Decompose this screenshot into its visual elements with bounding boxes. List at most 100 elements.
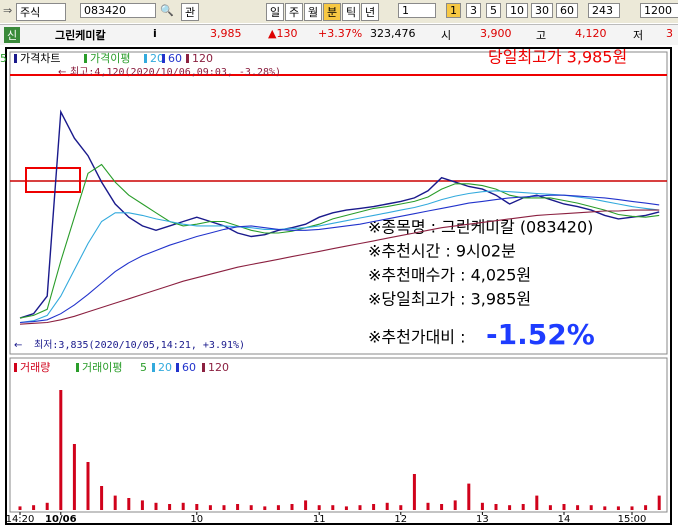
volume-bar <box>562 504 566 510</box>
info-line: ※추천시간 : 9시02분 <box>368 242 516 261</box>
volume-bar <box>630 506 634 510</box>
related-button[interactable]: 관 <box>181 3 200 21</box>
legend-label: 120 <box>208 361 229 374</box>
volume-bar <box>222 505 226 510</box>
legend-label: 60 <box>182 361 196 374</box>
period-button[interactable]: 년 <box>361 3 380 21</box>
legend-swatch <box>202 363 205 372</box>
volume-bar <box>508 505 512 510</box>
volume-bar <box>154 502 158 510</box>
legend-swatch <box>144 54 147 63</box>
low-arrow: ← <box>14 340 22 351</box>
legend-label: 5 <box>0 52 7 65</box>
change: ▲130 <box>268 27 298 40</box>
max-count[interactable]: 1200 <box>640 3 678 18</box>
info-line: ※종목명 : 그린케미칼 (083420) <box>368 218 593 237</box>
legend-swatch <box>152 363 155 372</box>
legend-swatch <box>186 54 189 63</box>
interval-button[interactable]: 1 <box>446 3 461 18</box>
period-button[interactable]: 분 <box>323 3 342 21</box>
legend-label: 20 <box>150 52 164 65</box>
info-line: ※추천가대비 : <box>368 328 465 347</box>
legend-label: 20 <box>158 361 172 374</box>
volume-bar <box>440 504 444 510</box>
x-tick-label: 11 <box>313 514 326 525</box>
toolbar: ⇒ 주식 083420 🔍 관 1 243 1200 일 주 월 분 틱 년 1 3 5 10 30… <box>0 0 678 23</box>
legend-group: 가격이평 <box>90 52 130 65</box>
high-label: 고 <box>536 29 547 42</box>
volume-bar <box>603 506 607 510</box>
legend-swatch <box>76 363 79 372</box>
x-tick-label: 12 <box>394 514 407 525</box>
menu-icon[interactable]: ⇒ <box>3 4 13 17</box>
volume-bar <box>589 505 593 510</box>
volume-bar <box>644 505 648 510</box>
volume-bar <box>426 502 430 510</box>
headline: 당일최고가 3,985원 <box>488 48 627 67</box>
volume-bar <box>208 505 212 510</box>
high-note: 최고:4,120(2020/10/06,09:03, -3.28%) <box>70 66 281 78</box>
open-label: 시 <box>441 29 452 42</box>
volume-bar <box>453 500 457 510</box>
info-value: -1.52% <box>486 318 595 351</box>
volume-bar <box>399 505 403 510</box>
chart: 당일최고가 3,985원 ← 최고:4,120(2020/10/06,09:03… <box>0 47 672 525</box>
open: 3,900 <box>480 27 512 40</box>
volume-bar <box>59 390 63 510</box>
period-button[interactable]: 일 <box>266 3 285 21</box>
period-button[interactable]: 틱 <box>342 3 361 21</box>
interval-button[interactable]: 5 <box>486 3 501 18</box>
volume-bar <box>317 505 321 510</box>
volume-bar <box>195 504 199 510</box>
x-tick-label: 10/06 <box>45 514 77 525</box>
legend-label: 120 <box>192 52 213 65</box>
volume-bar <box>18 506 22 510</box>
volume-bar <box>100 486 104 510</box>
x-tick-label: 13 <box>476 514 489 525</box>
low-note: 최저:3,835(2020/10/05,14:21, +3.91%) <box>34 339 245 351</box>
quote-bar: 신 그린케미칼 i 3,985 ▲130 +3.37% 323,476 시 3,… <box>0 24 678 45</box>
price-line <box>19 109 660 319</box>
change-rate: +3.37% <box>318 27 363 40</box>
volume-bar <box>358 505 362 510</box>
period-count[interactable]: 1 <box>398 3 436 18</box>
volume-bar <box>249 505 253 510</box>
volume-bar <box>32 505 36 510</box>
volume: 323,476 <box>370 27 416 40</box>
search-icon[interactable]: 🔍 <box>160 4 174 17</box>
legend-swatch <box>14 363 17 372</box>
info-button[interactable]: i <box>153 27 157 40</box>
x-tick-label: 15:00 <box>618 514 647 525</box>
interval-button[interactable]: 10 <box>506 3 528 18</box>
legend-group: 거래이평 <box>82 361 122 374</box>
info-line: ※당일최고가 : 3,985원 <box>368 290 531 309</box>
low: 3 <box>666 27 673 40</box>
volume-bar <box>304 500 308 510</box>
price-panel <box>9 51 668 355</box>
volume-bar <box>385 502 389 510</box>
volume-bar <box>72 444 76 510</box>
volume-bar <box>331 505 335 510</box>
volume-bar <box>344 506 348 510</box>
period-button[interactable]: 월 <box>304 3 323 21</box>
volume-bar <box>181 502 185 510</box>
frame <box>5 47 672 525</box>
legend-label: 거래량 <box>20 361 50 374</box>
volume-panel <box>9 357 668 513</box>
interval-button[interactable]: 3 <box>466 3 481 18</box>
period-button[interactable]: 주 <box>285 3 304 21</box>
x-tick-label: 14:20 <box>6 514 35 525</box>
volume-bar <box>480 502 484 510</box>
volume-bar <box>290 504 294 510</box>
code-input[interactable]: 083420 <box>80 3 156 18</box>
market-select[interactable]: 주식 <box>16 3 66 21</box>
high-arrow: ← <box>58 67 66 78</box>
view-count[interactable]: 243 <box>588 3 620 18</box>
interval-button[interactable]: 60 <box>556 3 578 18</box>
volume-bar <box>535 495 539 510</box>
legend-swatch <box>14 54 17 63</box>
interval-button[interactable]: 30 <box>531 3 553 18</box>
volume-bar <box>140 500 144 510</box>
volume-bar <box>657 495 661 510</box>
